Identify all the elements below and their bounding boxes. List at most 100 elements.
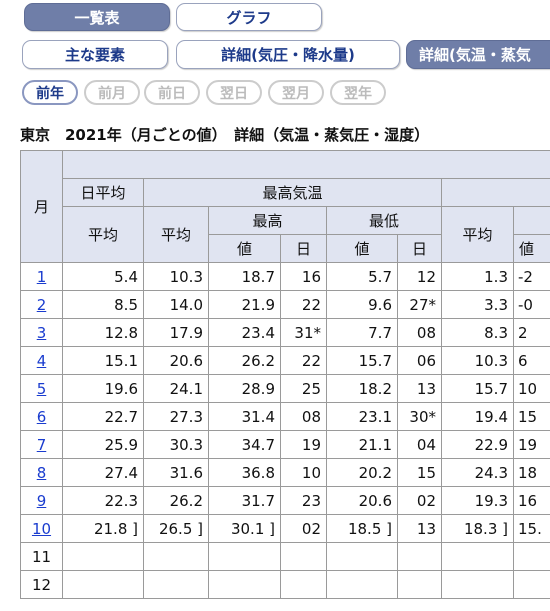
header-cell: [513, 206, 550, 235]
month-cell: 12: [20, 570, 63, 599]
value-cell: [208, 542, 281, 571]
value-cell: 6: [513, 346, 550, 375]
value-cell: -0: [513, 290, 550, 319]
month-link[interactable]: 4: [36, 351, 47, 370]
tab-button[interactable]: 詳細(気温・蒸気: [406, 40, 550, 69]
header-cell: 日平均: [62, 178, 144, 207]
header-cell: 値: [208, 234, 281, 263]
value-cell: 20.6: [326, 486, 398, 515]
month-cell: 9: [20, 486, 63, 515]
value-cell: 24.1: [143, 374, 209, 403]
value-cell: [513, 542, 550, 571]
month-cell: 11: [20, 542, 63, 571]
month-link[interactable]: 9: [36, 491, 47, 510]
value-cell: 13: [397, 514, 442, 543]
value-cell: 15: [397, 458, 442, 487]
value-cell: 22.3: [62, 486, 144, 515]
header-cell: 日: [397, 234, 442, 263]
value-cell: 15.7: [326, 346, 398, 375]
value-cell: 13: [397, 374, 442, 403]
month-link[interactable]: 10: [31, 519, 52, 538]
tab-button[interactable]: 主な要素: [22, 40, 168, 69]
tab-button[interactable]: グラフ: [176, 3, 322, 31]
value-cell: 06: [397, 346, 442, 375]
value-cell: 17.9: [143, 318, 209, 347]
header-cell: 日: [280, 234, 327, 263]
value-cell: 8.3: [441, 318, 514, 347]
value-cell: 15.7: [441, 374, 514, 403]
nav-button[interactable]: 前年: [22, 80, 78, 105]
month-link[interactable]: 6: [36, 407, 47, 426]
table-row: 4 15.1 20.6 26.2 22 15.7 06 10.3 6: [20, 346, 550, 375]
value-cell: 10: [280, 458, 327, 487]
value-cell: 10: [513, 374, 550, 403]
value-cell: 25: [280, 374, 327, 403]
header-cell: 最高: [208, 206, 327, 235]
value-cell: 26.5 ]: [143, 514, 209, 543]
month-link[interactable]: 1: [36, 267, 47, 286]
value-cell: 23: [280, 486, 327, 515]
value-cell: 34.7: [208, 430, 281, 459]
value-cell: [441, 570, 514, 599]
value-cell: 9.6: [326, 290, 398, 319]
value-cell: 21.9: [208, 290, 281, 319]
month-link[interactable]: 5: [36, 379, 47, 398]
month-cell: 4: [20, 346, 63, 375]
month-link[interactable]: 2: [36, 295, 47, 314]
value-cell: 14.0: [143, 290, 209, 319]
value-cell: 16: [513, 486, 550, 515]
value-cell: [280, 542, 327, 571]
header-cell: 値: [513, 234, 550, 263]
value-cell: 36.8: [208, 458, 281, 487]
month-cell: 2: [20, 290, 63, 319]
month-cell: 8: [20, 458, 63, 487]
value-cell: 02: [280, 514, 327, 543]
month-link[interactable]: 7: [36, 435, 47, 454]
value-cell: [280, 570, 327, 599]
value-cell: 5.7: [326, 262, 398, 291]
value-cell: 10.3: [441, 346, 514, 375]
table-row: 2 8.5 14.0 21.9 22 9.6 27* 3.3 -0: [20, 290, 550, 319]
month-link[interactable]: 3: [36, 323, 47, 342]
month-cell: 10: [20, 514, 63, 543]
value-cell: 24.3: [441, 458, 514, 487]
value-cell: 10.3: [143, 262, 209, 291]
table-row: 8 27.4 31.6 36.8 10 20.2 15 24.3 18: [20, 458, 550, 487]
month-link[interactable]: 8: [36, 463, 47, 482]
tab-button[interactable]: 詳細(気圧・降水量): [176, 40, 400, 69]
month-cell: 3: [20, 318, 63, 347]
value-cell: 08: [280, 402, 327, 431]
tab-button[interactable]: 一覧表: [24, 3, 170, 31]
table-row: 7 25.9 30.3 34.7 19 21.1 04 22.9 19: [20, 430, 550, 459]
header-cell: [441, 178, 550, 207]
value-cell: [62, 570, 144, 599]
value-cell: 28.9: [208, 374, 281, 403]
table-row: 9 22.3 26.2 31.7 23 20.6 02 19.3 16: [20, 486, 550, 515]
table-row: 11: [20, 542, 550, 571]
value-cell: 31.7: [208, 486, 281, 515]
value-cell: 26.2: [208, 346, 281, 375]
value-cell: 19.4: [441, 402, 514, 431]
value-cell: 7.7: [326, 318, 398, 347]
nav-button: 翌年: [330, 80, 386, 105]
value-cell: 23.4: [208, 318, 281, 347]
value-cell: 26.2: [143, 486, 209, 515]
value-cell: 30.3: [143, 430, 209, 459]
value-cell: 15: [513, 402, 550, 431]
value-cell: [441, 542, 514, 571]
value-cell: 5.4: [62, 262, 144, 291]
value-cell: 08: [397, 318, 442, 347]
value-cell: 02: [397, 486, 442, 515]
value-cell: 21.1: [326, 430, 398, 459]
value-cell: 22.7: [62, 402, 144, 431]
value-cell: 18.2: [326, 374, 398, 403]
value-cell: [62, 542, 144, 571]
value-cell: [397, 542, 442, 571]
value-cell: 18.3 ]: [441, 514, 514, 543]
value-cell: 19: [513, 430, 550, 459]
nav-button: 前月: [84, 80, 140, 105]
value-cell: 25.9: [62, 430, 144, 459]
value-cell: [143, 570, 209, 599]
value-cell: 22: [280, 346, 327, 375]
value-cell: 1.3: [441, 262, 514, 291]
